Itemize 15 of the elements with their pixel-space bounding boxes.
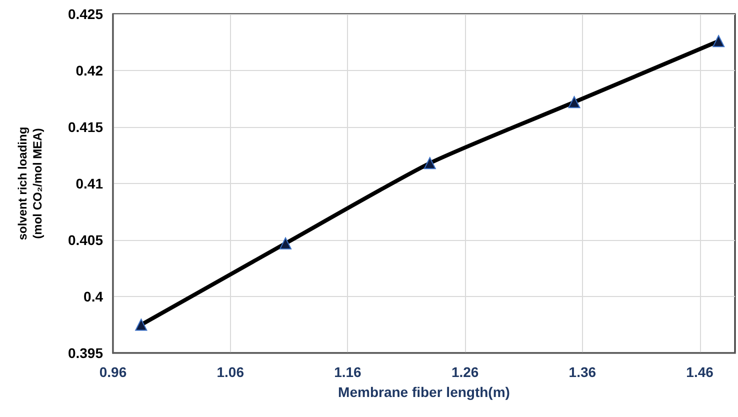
x-tick-label: 1.46 (686, 364, 714, 380)
x-tick-label: 1.16 (334, 364, 362, 380)
y-tick-label: 0.41 (76, 176, 104, 192)
y-tick-label: 0.42 (76, 62, 104, 78)
y-tick-label: 0.395 (68, 345, 104, 361)
y-axis-title: solvent rich loading (mol CO₂/mol MEA) (16, 126, 44, 240)
x-axis-title: Membrane fiber length(m) (338, 384, 510, 400)
x-tick-label: 0.96 (99, 364, 127, 380)
y-tick-label: 0.4 (84, 288, 104, 304)
x-tick-label: 1.36 (568, 364, 596, 380)
x-tick-label: 1.26 (451, 364, 479, 380)
y-tick-label: 0.415 (68, 119, 104, 135)
x-tick-label: 1.06 (216, 364, 244, 380)
y-tick-label: 0.405 (68, 232, 104, 248)
y-tick-label: 0.425 (68, 6, 104, 22)
